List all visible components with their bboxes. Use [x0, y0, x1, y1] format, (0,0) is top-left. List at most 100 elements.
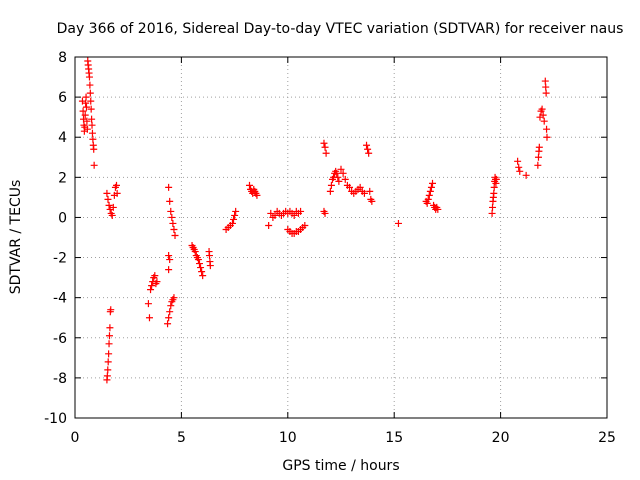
data-point: [108, 211, 116, 219]
data-point: [153, 278, 161, 286]
x-tick-label: 15: [385, 430, 403, 446]
data-point: [105, 350, 113, 358]
data-point: [230, 215, 238, 223]
data-point: [290, 211, 298, 219]
data-point: [83, 125, 91, 133]
data-point: [231, 211, 239, 219]
data-point: [165, 266, 173, 274]
data-point: [109, 203, 117, 211]
data-point: [90, 161, 98, 169]
data-point: [104, 358, 112, 366]
grid: [75, 57, 607, 418]
data-point: [534, 161, 542, 169]
data-point: [232, 207, 240, 215]
data-point: [166, 256, 174, 264]
data-point: [540, 117, 548, 125]
data-point: [321, 209, 329, 217]
x-tick-label: 25: [598, 430, 616, 446]
data-point: [538, 105, 546, 113]
data-point: [228, 219, 236, 227]
data-point: [81, 111, 89, 119]
y-tick-label: -10: [44, 411, 67, 427]
data-point: [82, 99, 90, 107]
data-point: [106, 324, 114, 332]
data-point: [105, 340, 113, 348]
data-point: [113, 189, 121, 197]
data-point: [168, 213, 176, 221]
y-tick-label: -6: [53, 331, 67, 347]
data-point: [363, 141, 371, 149]
data-point: [165, 314, 173, 322]
y-tick-label: -8: [53, 371, 67, 387]
data-point: [366, 187, 374, 195]
x-tick-label: 20: [492, 430, 510, 446]
data-point: [88, 129, 96, 137]
data-point: [265, 221, 273, 229]
data-point: [86, 89, 94, 97]
y-tick-label: 6: [58, 90, 67, 106]
y-tick-label: 8: [58, 50, 67, 66]
data-point: [341, 175, 349, 183]
x-axis-title: GPS time / hours: [282, 458, 399, 474]
data-point: [103, 372, 111, 380]
data-point: [245, 181, 253, 189]
data-point: [88, 121, 96, 129]
y-axis-title: SDTVAR / TECUs: [8, 180, 24, 295]
data-point: [426, 187, 434, 195]
data-point: [191, 248, 199, 256]
data-point: [429, 179, 437, 187]
axis-ticks: 0 5 10 15 20 25 -10 -8 -6 -4 -2 0 2 4 6 8: [44, 50, 616, 446]
y-tick-label: 0: [58, 210, 67, 226]
data-point: [112, 181, 120, 189]
data-point: [197, 264, 205, 272]
data-point: [86, 81, 94, 89]
y-tick-label: 2: [58, 170, 67, 186]
data-point: [104, 366, 112, 374]
data-point: [104, 195, 112, 203]
data-point: [171, 231, 179, 239]
data-point: [85, 73, 93, 81]
data-point: [346, 183, 354, 191]
y-tick-label: -4: [53, 291, 67, 307]
data-point: [144, 300, 152, 308]
data-point: [167, 302, 175, 310]
y-tick-label: 4: [58, 130, 67, 146]
data-point: [490, 189, 498, 197]
data-point: [105, 332, 113, 340]
data-point: [169, 219, 177, 227]
data-point: [514, 157, 522, 165]
data-point: [337, 165, 345, 173]
data-point: [516, 167, 524, 175]
data-point: [394, 219, 402, 227]
data-point: [490, 183, 498, 191]
data-point: [267, 209, 275, 217]
data-point: [356, 183, 364, 191]
data-point: [167, 207, 175, 215]
data-point: [194, 256, 202, 264]
data-point: [427, 183, 435, 191]
data-point: [535, 143, 543, 151]
data-point: [170, 294, 178, 302]
data-point: [368, 197, 376, 205]
data-point: [542, 89, 550, 97]
data-point: [434, 205, 442, 213]
data-point: [151, 272, 159, 280]
x-tick-label: 5: [177, 430, 186, 446]
data-point: [107, 306, 115, 314]
data-point: [539, 111, 547, 119]
data-point: [515, 163, 523, 171]
data-point: [365, 149, 373, 157]
data-point: [335, 177, 343, 185]
data-point: [87, 97, 95, 105]
data-point: [297, 207, 305, 215]
data-point: [165, 252, 173, 260]
data-point: [360, 189, 368, 197]
data-point: [522, 171, 530, 179]
chart-title: Day 366 of 2016, Sidereal Day-to-day VTE…: [57, 21, 624, 37]
data-point: [88, 115, 96, 123]
data-point: [541, 77, 549, 85]
data-point: [492, 175, 500, 183]
data-point: [195, 260, 203, 268]
data-point: [83, 117, 91, 125]
data-point: [364, 145, 372, 153]
